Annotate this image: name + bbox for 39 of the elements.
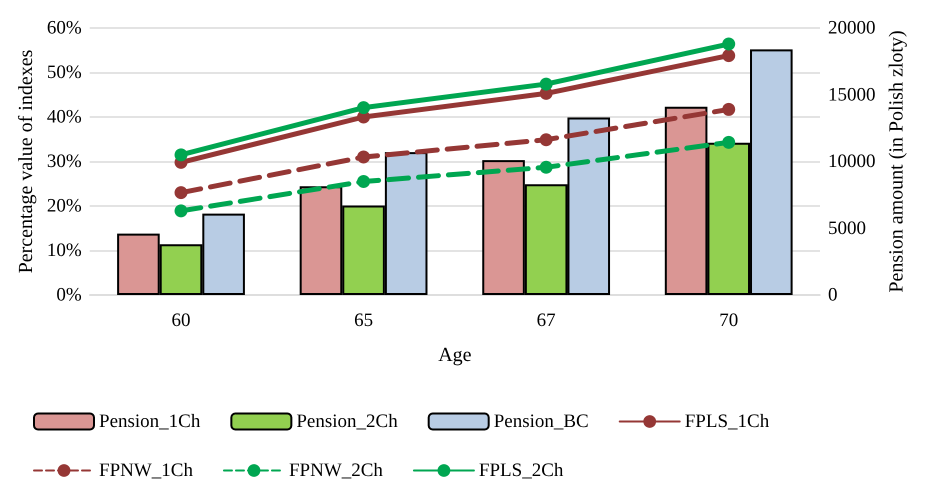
legend-label: FPNW_1Ch: [99, 460, 194, 481]
point: [174, 186, 188, 200]
y2-tick-label: 15000: [828, 84, 876, 106]
x-tick-label: 65: [354, 310, 374, 331]
y-tick-label: 20%: [46, 196, 82, 216]
y-axis-title: Percentage value of indexes: [15, 49, 37, 274]
x-tick-label: 67: [536, 310, 556, 331]
y2-axis-title: Pension amount (in Polish zloty): [885, 30, 908, 293]
y-tick-label: 0%: [56, 284, 82, 306]
y2-tick-label: 10000: [828, 151, 876, 172]
legend-label: Pension_BC: [494, 411, 589, 432]
point: [722, 102, 736, 116]
y2-tick-label: 0: [828, 284, 838, 306]
legend-label: Pension_2Ch: [296, 411, 398, 432]
point: [540, 133, 553, 146]
x-tick-label: 70: [719, 310, 738, 331]
legend-label: FPLS_1Ch: [684, 411, 770, 432]
y-tick-label: 10%: [46, 240, 82, 261]
point: [540, 78, 553, 91]
point: [357, 150, 370, 164]
point: [357, 101, 370, 114]
point: [174, 148, 188, 162]
y2-tick-label: 20000: [828, 18, 876, 38]
y-tick-label: 40%: [46, 106, 82, 128]
x-tick-label: 60: [172, 310, 191, 331]
y-tick-label: 60%: [46, 18, 82, 38]
legend-label: FPNW_2Ch: [288, 460, 384, 481]
point: [722, 38, 736, 51]
point: [722, 49, 736, 62]
point: [540, 160, 553, 174]
point: [174, 204, 188, 218]
legend-label: FPLS_2Ch: [478, 460, 564, 481]
x-axis-title: Age: [438, 344, 472, 366]
y-tick-label: 50%: [46, 62, 82, 83]
legend-label: Pension_1Ch: [99, 411, 201, 432]
point: [722, 136, 736, 149]
y-tick-label: 30%: [46, 151, 82, 172]
y2-tick-label: 5000: [828, 218, 866, 239]
point: [357, 175, 370, 188]
